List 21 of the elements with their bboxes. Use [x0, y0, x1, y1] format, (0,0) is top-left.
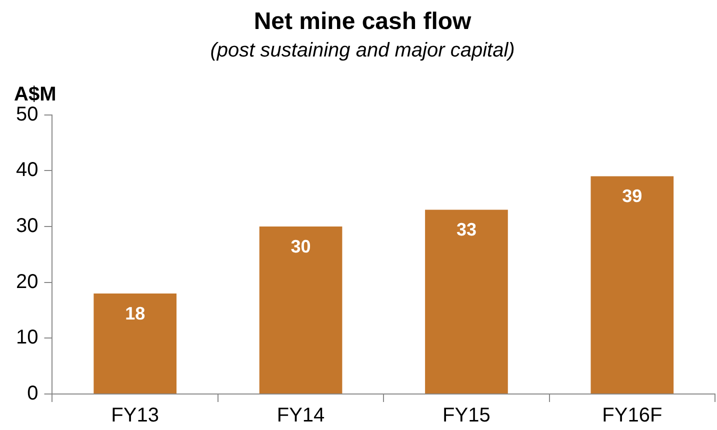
y-tick-label: 30 [16, 214, 38, 237]
data-label: 30 [290, 236, 311, 256]
bar [590, 176, 674, 394]
x-tick-label: FY16F [602, 404, 662, 427]
data-label: 18 [125, 303, 146, 324]
x-tick-label: FY15 [442, 404, 490, 427]
data-label: 39 [622, 186, 642, 206]
y-tick-label: 40 [16, 159, 38, 182]
bar [259, 226, 342, 394]
y-tick-label: 10 [16, 326, 38, 349]
bar [94, 293, 177, 394]
data-label: 33 [456, 220, 476, 240]
y-tick-label: 50 [16, 103, 38, 126]
chart-title: Net mine cash flow [254, 8, 472, 36]
bar [425, 210, 508, 394]
x-tick-label: FY14 [276, 404, 325, 427]
x-tick-label: FY13 [111, 404, 159, 427]
y-axis-title: A$M [14, 83, 56, 106]
y-tick-label: 0 [27, 382, 38, 405]
chart-subtitle: (post sustaining and major capital) [210, 39, 515, 62]
y-tick-label: 20 [16, 270, 38, 293]
